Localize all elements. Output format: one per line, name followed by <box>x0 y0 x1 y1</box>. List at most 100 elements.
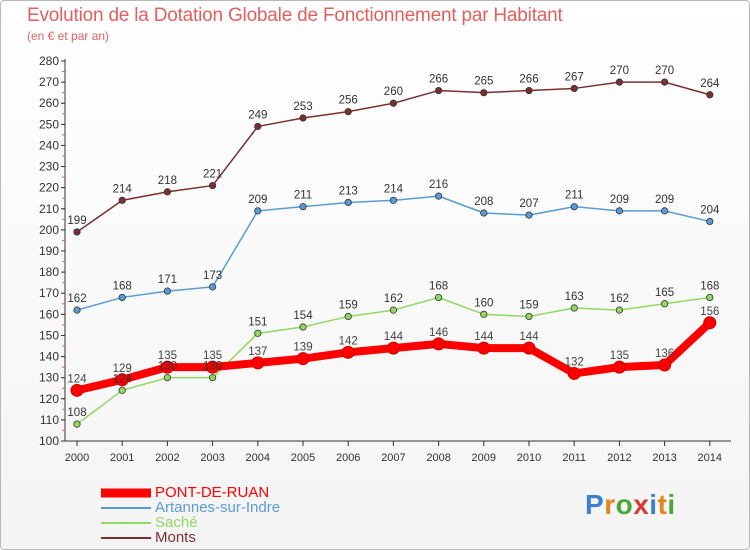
data-label: 168 <box>113 280 132 292</box>
data-label: 135 <box>203 350 222 362</box>
data-point <box>254 329 262 337</box>
legend-label: PONT-DE-RUAN <box>155 484 270 501</box>
data-point <box>344 312 352 321</box>
chart-title: Evolution de la Dotation Globale de Fonc… <box>27 5 563 26</box>
data-label: 204 <box>700 204 720 216</box>
data-point <box>658 358 672 372</box>
data-point <box>70 383 84 397</box>
data-label: 253 <box>293 101 312 113</box>
data-label: 151 <box>248 316 267 328</box>
data-point <box>389 196 397 204</box>
data-label: 144 <box>474 331 494 343</box>
data-point <box>209 181 217 190</box>
data-label: 142 <box>339 335 358 347</box>
y-tick-label: 180 <box>39 265 59 279</box>
data-point <box>525 211 533 219</box>
legend-swatch <box>101 506 151 509</box>
data-point <box>567 366 581 380</box>
data-label: 216 <box>429 179 448 191</box>
y-tick-label: 130 <box>39 371 59 385</box>
data-label: 162 <box>67 293 86 305</box>
data-point <box>706 91 714 99</box>
y-tick-label: 100 <box>39 434 59 448</box>
y-tick-label: 190 <box>39 244 59 258</box>
data-point <box>706 217 714 226</box>
data-label: 139 <box>293 342 312 354</box>
y-tick-label: 110 <box>40 413 59 427</box>
data-point <box>434 293 443 302</box>
data-point <box>660 78 669 86</box>
data-point <box>254 207 262 215</box>
data-point <box>434 86 443 95</box>
data-point <box>299 114 307 122</box>
data-label: 208 <box>474 196 493 208</box>
data-point <box>570 84 578 93</box>
data-point <box>209 374 217 382</box>
data-point <box>660 207 669 215</box>
data-point <box>73 420 81 428</box>
y-tick-label: 200 <box>39 223 59 237</box>
logo-letter: r <box>604 489 616 520</box>
x-tick-label: 2001 <box>110 452 134 464</box>
data-point <box>344 108 352 116</box>
data-label: 137 <box>248 346 267 358</box>
data-label: 156 <box>700 306 719 318</box>
legend-swatch <box>101 521 151 524</box>
data-point <box>160 360 174 374</box>
y-tick-label: 210 <box>39 202 59 216</box>
x-tick-label: 2007 <box>381 452 405 464</box>
y-tick-label: 230 <box>39 160 59 174</box>
data-point <box>118 386 126 394</box>
data-label: 267 <box>565 71 584 83</box>
data-point <box>703 316 717 330</box>
data-label: 270 <box>610 65 629 77</box>
data-label: 209 <box>655 194 674 206</box>
data-point <box>570 203 578 211</box>
data-label: 211 <box>294 190 312 202</box>
proxiti-logo: Proxiti <box>585 489 676 521</box>
data-point <box>522 341 536 355</box>
chart-subtitle: (en € et par an) <box>27 29 110 43</box>
y-tick-label: 140 <box>39 350 59 364</box>
legend-swatch <box>101 488 151 497</box>
data-point <box>480 89 488 97</box>
x-tick-label: 2005 <box>291 452 315 464</box>
data-point <box>341 345 355 359</box>
data-label: 211 <box>565 190 583 202</box>
data-point <box>480 209 488 217</box>
logo-letter: i <box>667 489 676 520</box>
data-label: 218 <box>158 175 177 187</box>
data-label: 160 <box>474 297 493 309</box>
y-tick-label: 220 <box>39 181 59 195</box>
x-tick-label: 2012 <box>607 452 631 464</box>
data-label: 129 <box>113 363 132 375</box>
data-label: 171 <box>158 274 177 286</box>
data-point <box>118 196 126 204</box>
data-point <box>615 306 624 314</box>
logo-letter: i <box>649 489 658 520</box>
y-tick-label: 280 <box>39 54 59 68</box>
x-tick-label: 2013 <box>652 452 676 464</box>
data-label: 124 <box>67 373 87 385</box>
data-point <box>525 312 533 321</box>
data-label: 144 <box>519 331 539 343</box>
y-tick-label: 270 <box>39 75 59 89</box>
data-label: 168 <box>700 280 719 292</box>
data-point <box>612 360 626 374</box>
data-point <box>254 122 262 131</box>
data-label: 154 <box>293 310 313 322</box>
data-point <box>389 306 397 314</box>
x-tick-label: 2004 <box>246 452 270 464</box>
legend-label: Artannes-sur-Indre <box>155 499 281 516</box>
x-tick-label: 2008 <box>426 452 450 464</box>
data-label: 132 <box>565 356 584 368</box>
data-label: 173 <box>203 270 222 282</box>
data-point <box>73 306 81 314</box>
data-point <box>163 188 171 196</box>
data-point <box>477 341 491 355</box>
data-label: 108 <box>67 407 86 419</box>
data-label: 256 <box>339 95 358 107</box>
data-label: 265 <box>474 76 493 88</box>
